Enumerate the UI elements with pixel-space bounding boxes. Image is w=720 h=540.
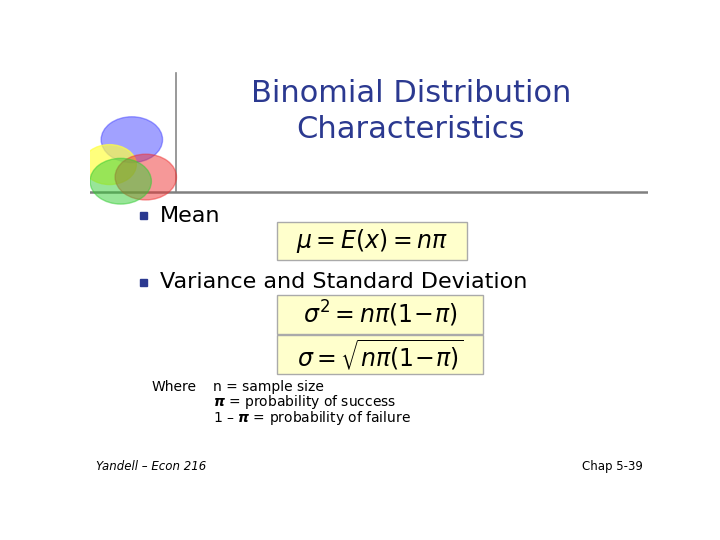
Text: $\sigma = \sqrt{n\pi(1\!-\!\pi)}$: $\sigma = \sqrt{n\pi(1\!-\!\pi)}$ (297, 337, 464, 372)
Text: n = sample size: n = sample size (213, 380, 323, 394)
Text: $\boldsymbol{\pi}$ = probability of success: $\boldsymbol{\pi}$ = probability of succ… (213, 394, 396, 411)
Text: Binomial Distribution
Characteristics: Binomial Distribution Characteristics (251, 79, 571, 144)
Text: Mean: Mean (160, 206, 220, 226)
Text: Chap 5-39: Chap 5-39 (582, 460, 642, 473)
FancyBboxPatch shape (140, 212, 148, 219)
Text: $\sigma^2 = n\pi(1\!-\!\pi)$: $\sigma^2 = n\pi(1\!-\!\pi)$ (303, 299, 457, 329)
Circle shape (83, 145, 136, 185)
FancyBboxPatch shape (277, 335, 483, 374)
Text: 1 – $\boldsymbol{\pi}$ = probability of failure: 1 – $\boldsymbol{\pi}$ = probability of … (213, 409, 410, 427)
Text: Variance and Standard Deviation: Variance and Standard Deviation (160, 272, 527, 292)
Circle shape (115, 154, 176, 200)
Text: Where: Where (151, 380, 197, 394)
FancyBboxPatch shape (277, 295, 483, 334)
Circle shape (90, 158, 151, 204)
FancyBboxPatch shape (140, 279, 148, 286)
Circle shape (101, 117, 163, 163)
Text: $\mu = E(x) = n\pi$: $\mu = E(x) = n\pi$ (296, 227, 448, 255)
FancyBboxPatch shape (277, 221, 467, 260)
Text: Yandell – Econ 216: Yandell – Econ 216 (96, 460, 206, 473)
